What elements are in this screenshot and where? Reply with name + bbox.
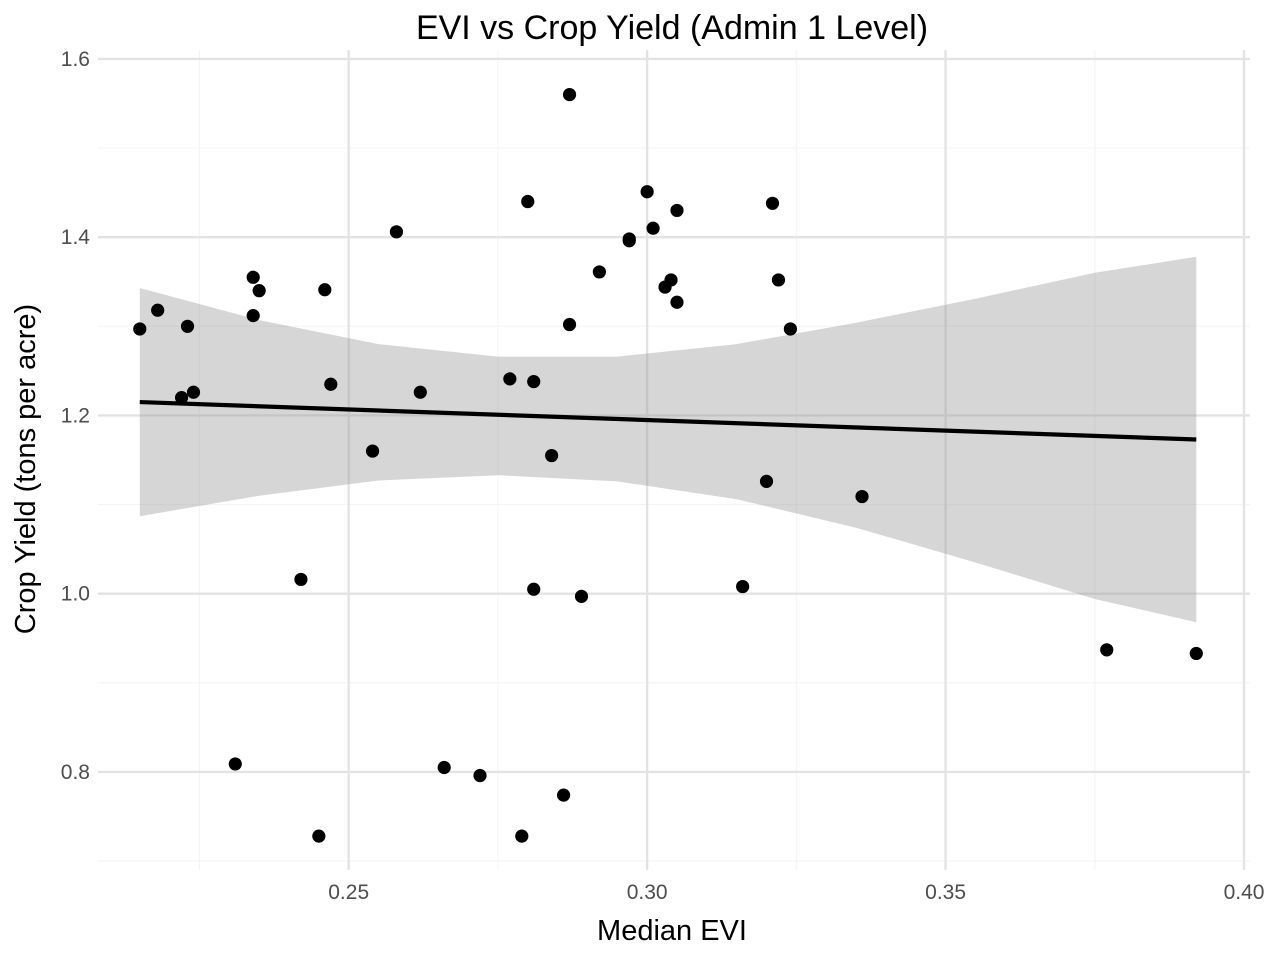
data-point xyxy=(1100,643,1114,657)
confidence-band xyxy=(139,256,1197,623)
data-point xyxy=(228,757,242,771)
x-tick-label: 0.40 xyxy=(1224,881,1265,904)
data-point xyxy=(759,474,774,488)
data-point xyxy=(521,194,535,209)
data-point xyxy=(246,270,260,284)
data-point xyxy=(736,579,750,594)
data-point xyxy=(174,391,189,405)
data-point xyxy=(246,309,260,323)
y-tick-label: 1.2 xyxy=(61,404,90,427)
data-point xyxy=(151,303,165,317)
y-tick-label: 1.6 xyxy=(61,48,90,71)
data-point xyxy=(545,448,559,463)
data-point xyxy=(646,221,660,235)
data-points xyxy=(133,87,1203,843)
data-point xyxy=(318,283,332,297)
data-point xyxy=(765,196,780,210)
data-point xyxy=(562,87,577,102)
data-point xyxy=(855,489,869,504)
confidence-band-layer xyxy=(139,256,1197,623)
data-point xyxy=(670,295,684,309)
data-point xyxy=(556,788,571,802)
y-axis-title: Crop Yield (tons per acre) xyxy=(10,304,42,634)
y-axis-ticks: 0.8 1.0 1.2 1.4 1.6 xyxy=(61,48,91,784)
chart-title: EVI vs Crop Yield (Admin 1 Level) xyxy=(416,9,928,47)
data-point xyxy=(503,372,517,386)
data-point xyxy=(574,589,589,603)
data-point xyxy=(622,232,636,246)
x-tick-label: 0.25 xyxy=(328,881,369,904)
data-point xyxy=(473,768,487,783)
data-point xyxy=(527,374,541,389)
data-point xyxy=(252,284,266,298)
data-point xyxy=(515,829,529,843)
x-axis-ticks: 0.25 0.30 0.35 0.40 xyxy=(328,881,1264,904)
x-tick-label: 0.35 xyxy=(925,881,966,904)
data-point xyxy=(783,322,797,336)
y-tick-label: 1.0 xyxy=(61,583,90,606)
x-axis-title: Median EVI xyxy=(597,915,747,947)
data-point xyxy=(180,319,195,333)
data-point xyxy=(771,273,786,287)
data-point xyxy=(294,572,308,587)
data-point xyxy=(413,385,427,399)
data-point xyxy=(133,322,147,336)
data-point xyxy=(527,582,541,596)
data-point xyxy=(592,265,606,279)
data-point xyxy=(670,203,684,218)
data-point xyxy=(664,273,678,287)
x-tick-label: 0.30 xyxy=(627,881,668,904)
data-point xyxy=(324,377,338,391)
data-point xyxy=(1189,646,1203,661)
y-tick-label: 1.4 xyxy=(61,226,91,249)
data-point xyxy=(640,185,654,199)
data-point xyxy=(437,760,451,775)
regression-line-layer xyxy=(139,399,1197,442)
y-tick-label: 0.8 xyxy=(61,761,90,784)
data-point xyxy=(389,225,404,239)
data-point xyxy=(312,829,326,843)
data-point xyxy=(365,444,380,458)
data-point xyxy=(562,317,577,332)
regression-line xyxy=(139,399,1197,442)
data-point xyxy=(186,385,201,399)
